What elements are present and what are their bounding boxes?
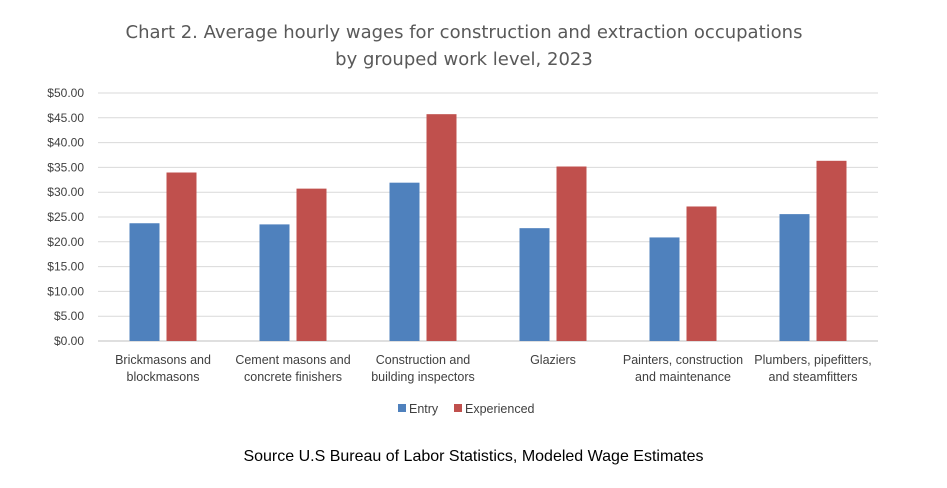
- chart-title-line: by grouped work level, 2023: [335, 49, 593, 70]
- source-note: Source U.S Bureau of Labor Statistics, M…: [243, 448, 704, 465]
- y-tick-label: $30.00: [47, 185, 84, 199]
- y-tick-label: $45.00: [47, 111, 84, 125]
- y-tick-label: $10.00: [47, 284, 84, 298]
- x-category-label: and maintenance: [635, 370, 731, 384]
- legend-label-experienced: Experienced: [465, 402, 535, 416]
- x-category-label: Construction and: [376, 353, 471, 367]
- bar-entry: [779, 214, 810, 341]
- x-category-label: building inspectors: [371, 370, 475, 384]
- x-category-label: Cement masons and: [235, 353, 350, 367]
- x-category-label: and steamfitters: [769, 370, 858, 384]
- y-tick-label: $50.00: [47, 86, 84, 100]
- bar-experienced: [426, 114, 457, 341]
- legend-swatch-experienced: [454, 404, 462, 412]
- x-category-label: blockmasons: [127, 370, 200, 384]
- bar-experienced: [816, 160, 847, 341]
- y-tick-label: $40.00: [47, 136, 84, 150]
- x-category-label: Plumbers, pipefitters,: [754, 353, 871, 367]
- y-tick-label: $15.00: [47, 260, 84, 274]
- bar-experienced: [296, 188, 327, 341]
- bar-entry: [519, 228, 550, 341]
- bar-experienced: [166, 172, 197, 341]
- y-tick-label: $25.00: [47, 210, 84, 224]
- y-tick-label: $0.00: [54, 334, 84, 348]
- bar-experienced: [686, 206, 717, 341]
- x-category-label: Painters, construction: [623, 353, 743, 367]
- bar-entry: [389, 182, 420, 341]
- legend-label-entry: Entry: [409, 402, 439, 416]
- bar-experienced: [556, 166, 587, 341]
- y-tick-label: $20.00: [47, 235, 84, 249]
- y-tick-label: $5.00: [54, 309, 84, 323]
- bar-entry: [259, 224, 290, 341]
- bar-entry: [649, 237, 680, 341]
- legend-swatch-entry: [398, 404, 406, 412]
- x-category-label: Glaziers: [530, 353, 576, 367]
- chart-title-line: Chart 2. Average hourly wages for constr…: [126, 22, 803, 43]
- bar-entry: [129, 223, 160, 341]
- x-category-label: Brickmasons and: [115, 353, 211, 367]
- x-category-label: concrete finishers: [244, 370, 342, 384]
- y-tick-label: $35.00: [47, 160, 84, 174]
